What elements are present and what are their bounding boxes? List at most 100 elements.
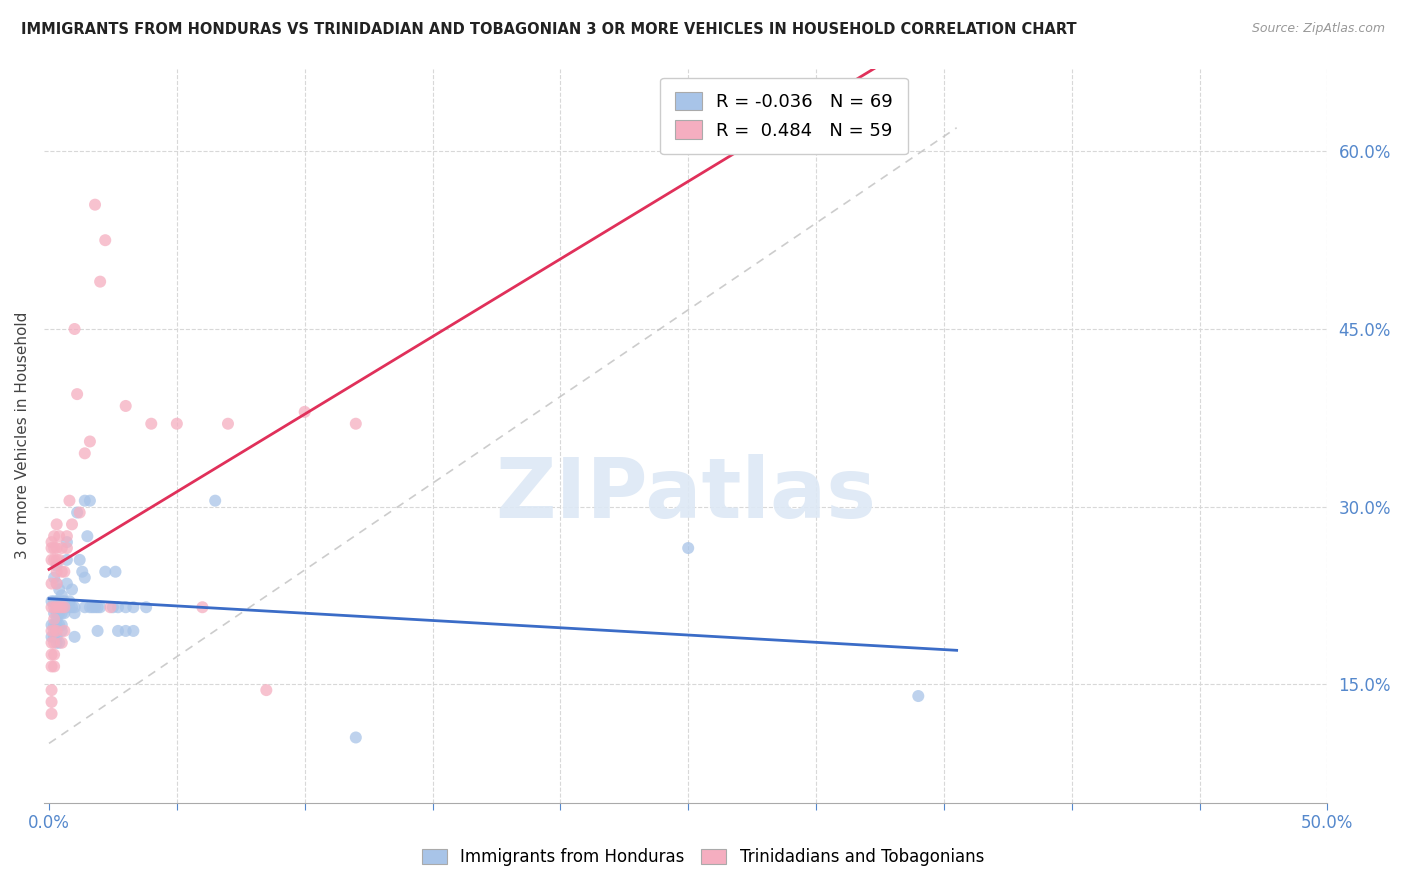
Point — [51, 600, 73, 615]
Point — [42, 630, 65, 644]
Point — [45, 624, 67, 638]
Point — [69, 553, 91, 567]
Point — [98, 600, 121, 615]
Point — [84, 600, 107, 615]
Point — [53, 565, 76, 579]
Point — [53, 600, 76, 615]
Point — [89, 600, 111, 615]
Point — [41, 648, 63, 662]
Point — [45, 576, 67, 591]
Point — [79, 434, 101, 449]
Point — [41, 695, 63, 709]
Point — [89, 275, 111, 289]
Point — [41, 535, 63, 549]
Point — [41, 683, 63, 698]
Point — [60, 600, 83, 615]
Point — [73, 446, 96, 460]
Point — [42, 594, 65, 608]
Point — [48, 529, 70, 543]
Point — [42, 659, 65, 673]
Point — [58, 600, 80, 615]
Point — [45, 594, 67, 608]
Legend: Immigrants from Honduras, Trinidadians and Tobagonians: Immigrants from Honduras, Trinidadians a… — [415, 842, 991, 873]
Point — [56, 535, 79, 549]
Point — [42, 618, 65, 632]
Point — [122, 600, 145, 615]
Point — [58, 594, 80, 608]
Point — [73, 493, 96, 508]
Text: Source: ZipAtlas.com: Source: ZipAtlas.com — [1251, 22, 1385, 36]
Point — [45, 576, 67, 591]
Point — [45, 517, 67, 532]
Point — [42, 529, 65, 543]
Point — [104, 565, 127, 579]
Point — [41, 636, 63, 650]
Point — [45, 553, 67, 567]
Point — [41, 659, 63, 673]
Point — [51, 618, 73, 632]
Point — [42, 648, 65, 662]
Point — [51, 594, 73, 608]
Point — [45, 630, 67, 644]
Point — [114, 600, 136, 615]
Point — [114, 624, 136, 638]
Point — [114, 399, 136, 413]
Point — [41, 541, 63, 555]
Point — [94, 233, 117, 247]
Point — [48, 600, 70, 615]
Point — [101, 600, 124, 615]
Point — [48, 582, 70, 597]
Point — [48, 600, 70, 615]
Point — [107, 600, 129, 615]
Point — [907, 689, 929, 703]
Point — [42, 612, 65, 626]
Point — [51, 541, 73, 555]
Point — [48, 606, 70, 620]
Point — [63, 322, 86, 336]
Point — [51, 636, 73, 650]
Point — [41, 576, 63, 591]
Point — [42, 541, 65, 555]
Point — [166, 417, 188, 431]
Point — [51, 565, 73, 579]
Legend: R = -0.036   N = 69, R =  0.484   N = 59: R = -0.036 N = 69, R = 0.484 N = 59 — [661, 78, 908, 154]
Point — [41, 600, 63, 615]
Point — [60, 517, 83, 532]
Point — [60, 582, 83, 597]
Point — [48, 636, 70, 650]
Point — [70, 565, 93, 579]
Point — [204, 493, 226, 508]
Point — [48, 594, 70, 608]
Point — [53, 594, 76, 608]
Point — [41, 553, 63, 567]
Point — [42, 624, 65, 638]
Point — [76, 529, 98, 543]
Point — [41, 618, 63, 632]
Point — [41, 594, 63, 608]
Point — [73, 600, 96, 615]
Point — [45, 612, 67, 626]
Point — [56, 541, 79, 555]
Point — [45, 558, 67, 573]
Point — [51, 588, 73, 602]
Point — [53, 624, 76, 638]
Point — [135, 600, 157, 615]
Point — [191, 600, 214, 615]
Point — [84, 197, 107, 211]
Point — [217, 417, 239, 431]
Point — [41, 630, 63, 644]
Point — [42, 636, 65, 650]
Point — [51, 606, 73, 620]
Point — [45, 618, 67, 632]
Point — [294, 405, 316, 419]
Point — [51, 600, 73, 615]
Point — [51, 624, 73, 638]
Point — [42, 600, 65, 615]
Point — [344, 417, 367, 431]
Point — [676, 541, 699, 555]
Text: IMMIGRANTS FROM HONDURAS VS TRINIDADIAN AND TOBAGONIAN 3 OR MORE VEHICLES IN HOU: IMMIGRANTS FROM HONDURAS VS TRINIDADIAN … — [21, 22, 1077, 37]
Point — [48, 553, 70, 567]
Point — [66, 387, 89, 401]
Point — [107, 624, 129, 638]
Point — [73, 571, 96, 585]
